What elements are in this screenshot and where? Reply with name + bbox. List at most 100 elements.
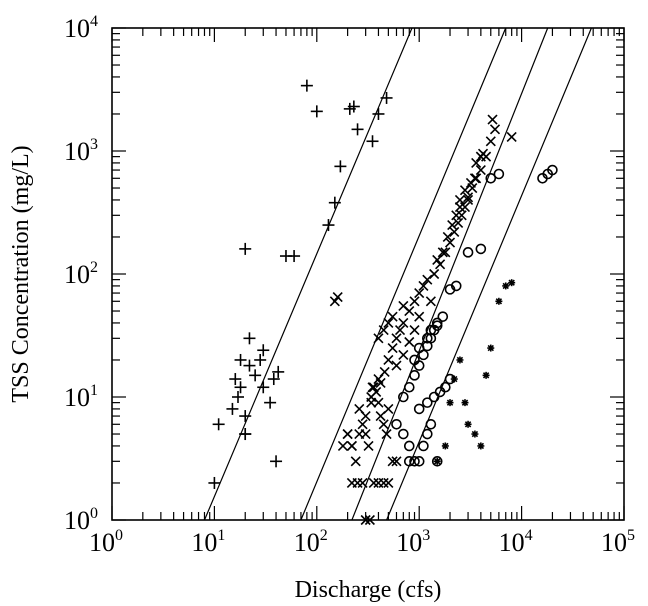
- data-point-x: [437, 247, 448, 258]
- data-point-plus: [347, 100, 360, 113]
- plot-frame: [111, 27, 625, 521]
- data-point-x: [404, 336, 415, 348]
- data-point-x: [462, 192, 474, 203]
- data-point-plus: [239, 242, 252, 255]
- x-tick-label: 104: [499, 527, 533, 557]
- data-point-circle: [462, 247, 474, 258]
- data-point-x: [459, 185, 471, 196]
- data-point-x: [332, 291, 343, 303]
- data-point-plus: [257, 381, 270, 394]
- data-point-circle: [413, 342, 425, 354]
- data-point-x: [383, 477, 394, 489]
- data-point-x: [387, 456, 398, 467]
- data-point-circle: [409, 456, 420, 467]
- x-tick-label: 100: [89, 527, 123, 557]
- data-point-circle: [493, 168, 505, 180]
- data-point-x: [425, 296, 436, 307]
- data-point-plus: [322, 219, 335, 232]
- data-point-star: [495, 297, 503, 305]
- reference-line-3: [351, 27, 549, 521]
- data-point-x: [447, 219, 458, 231]
- data-point-x: [398, 300, 409, 312]
- data-point-circle: [398, 391, 409, 403]
- reference-line-2: [300, 27, 507, 521]
- data-point-x: [454, 202, 466, 213]
- data-point-plus: [288, 250, 301, 263]
- data-point-x: [469, 173, 480, 184]
- data-point-x: [451, 210, 462, 221]
- data-point-plus: [239, 410, 252, 423]
- data-point-x: [391, 456, 402, 467]
- data-point-plus: [351, 123, 364, 136]
- data-point-star: [456, 356, 464, 364]
- data-point-x: [449, 226, 460, 237]
- data-point-x: [366, 397, 377, 408]
- data-point-circle: [422, 397, 433, 408]
- data-point-plus: [310, 105, 323, 118]
- data-point-x: [363, 440, 374, 452]
- y-axis-label: TSS Concentration (mg/L): [8, 145, 34, 402]
- data-point-plus: [239, 428, 252, 441]
- data-point-x: [422, 274, 433, 285]
- data-point-star: [446, 399, 454, 407]
- data-point-x: [337, 440, 349, 452]
- reference-line-4: [386, 27, 592, 521]
- data-point-x: [329, 296, 340, 307]
- data-point-x: [453, 217, 464, 229]
- data-point-circle: [413, 456, 425, 467]
- data-point-x: [383, 403, 394, 414]
- data-point-plus: [249, 369, 262, 382]
- y-tick-label: 103: [64, 136, 98, 166]
- data-point-x: [373, 397, 384, 408]
- data-point-star: [441, 442, 449, 450]
- data-point-plus: [212, 418, 225, 431]
- data-point-plus: [267, 373, 280, 386]
- data-point-plus: [272, 365, 285, 378]
- data-point-plus: [234, 381, 247, 394]
- data-point-circle: [391, 418, 402, 430]
- data-point-plus: [254, 353, 267, 366]
- data-point-circle: [431, 456, 443, 467]
- data-point-x: [398, 349, 409, 360]
- data-point-circle: [418, 440, 429, 452]
- data-point-star: [471, 430, 479, 438]
- data-point-x: [398, 317, 409, 329]
- data-point-x: [414, 287, 425, 299]
- data-point-plus: [243, 359, 256, 372]
- x-tick-label: 103: [396, 527, 430, 557]
- data-point-x: [394, 325, 406, 336]
- data-point-x: [409, 325, 420, 336]
- data-point-circle: [547, 164, 558, 176]
- data-point-circle: [409, 354, 420, 366]
- data-point-x: [487, 114, 498, 125]
- x-axis-label: Discharge (cfs): [295, 577, 442, 603]
- data-point-plus: [208, 476, 221, 489]
- data-point-x: [342, 428, 353, 440]
- data-point-plus: [300, 79, 313, 92]
- data-point-x: [378, 325, 389, 336]
- x-tick-label: 102: [294, 527, 328, 557]
- data-point-x: [368, 477, 379, 489]
- data-point-x: [346, 440, 357, 452]
- data-point-x: [471, 157, 482, 168]
- reference-line-1: [203, 27, 413, 521]
- data-point-x: [373, 373, 384, 385]
- data-point-star: [461, 399, 469, 407]
- data-point-x: [383, 354, 394, 366]
- data-point-plus: [234, 353, 247, 366]
- data-point-circle: [413, 360, 425, 371]
- y-tick-label: 100: [64, 505, 98, 535]
- data-point-star: [477, 442, 485, 450]
- data-point-star: [464, 420, 472, 428]
- data-point-circle: [409, 370, 420, 381]
- data-point-star: [450, 375, 458, 383]
- data-point-star: [487, 344, 495, 352]
- data-point-x: [442, 231, 453, 243]
- data-point-circle: [437, 311, 449, 322]
- y-tick-label: 104: [64, 13, 98, 43]
- data-point-x: [409, 296, 420, 307]
- data-point-x: [429, 268, 440, 280]
- data-point-circle: [475, 243, 487, 255]
